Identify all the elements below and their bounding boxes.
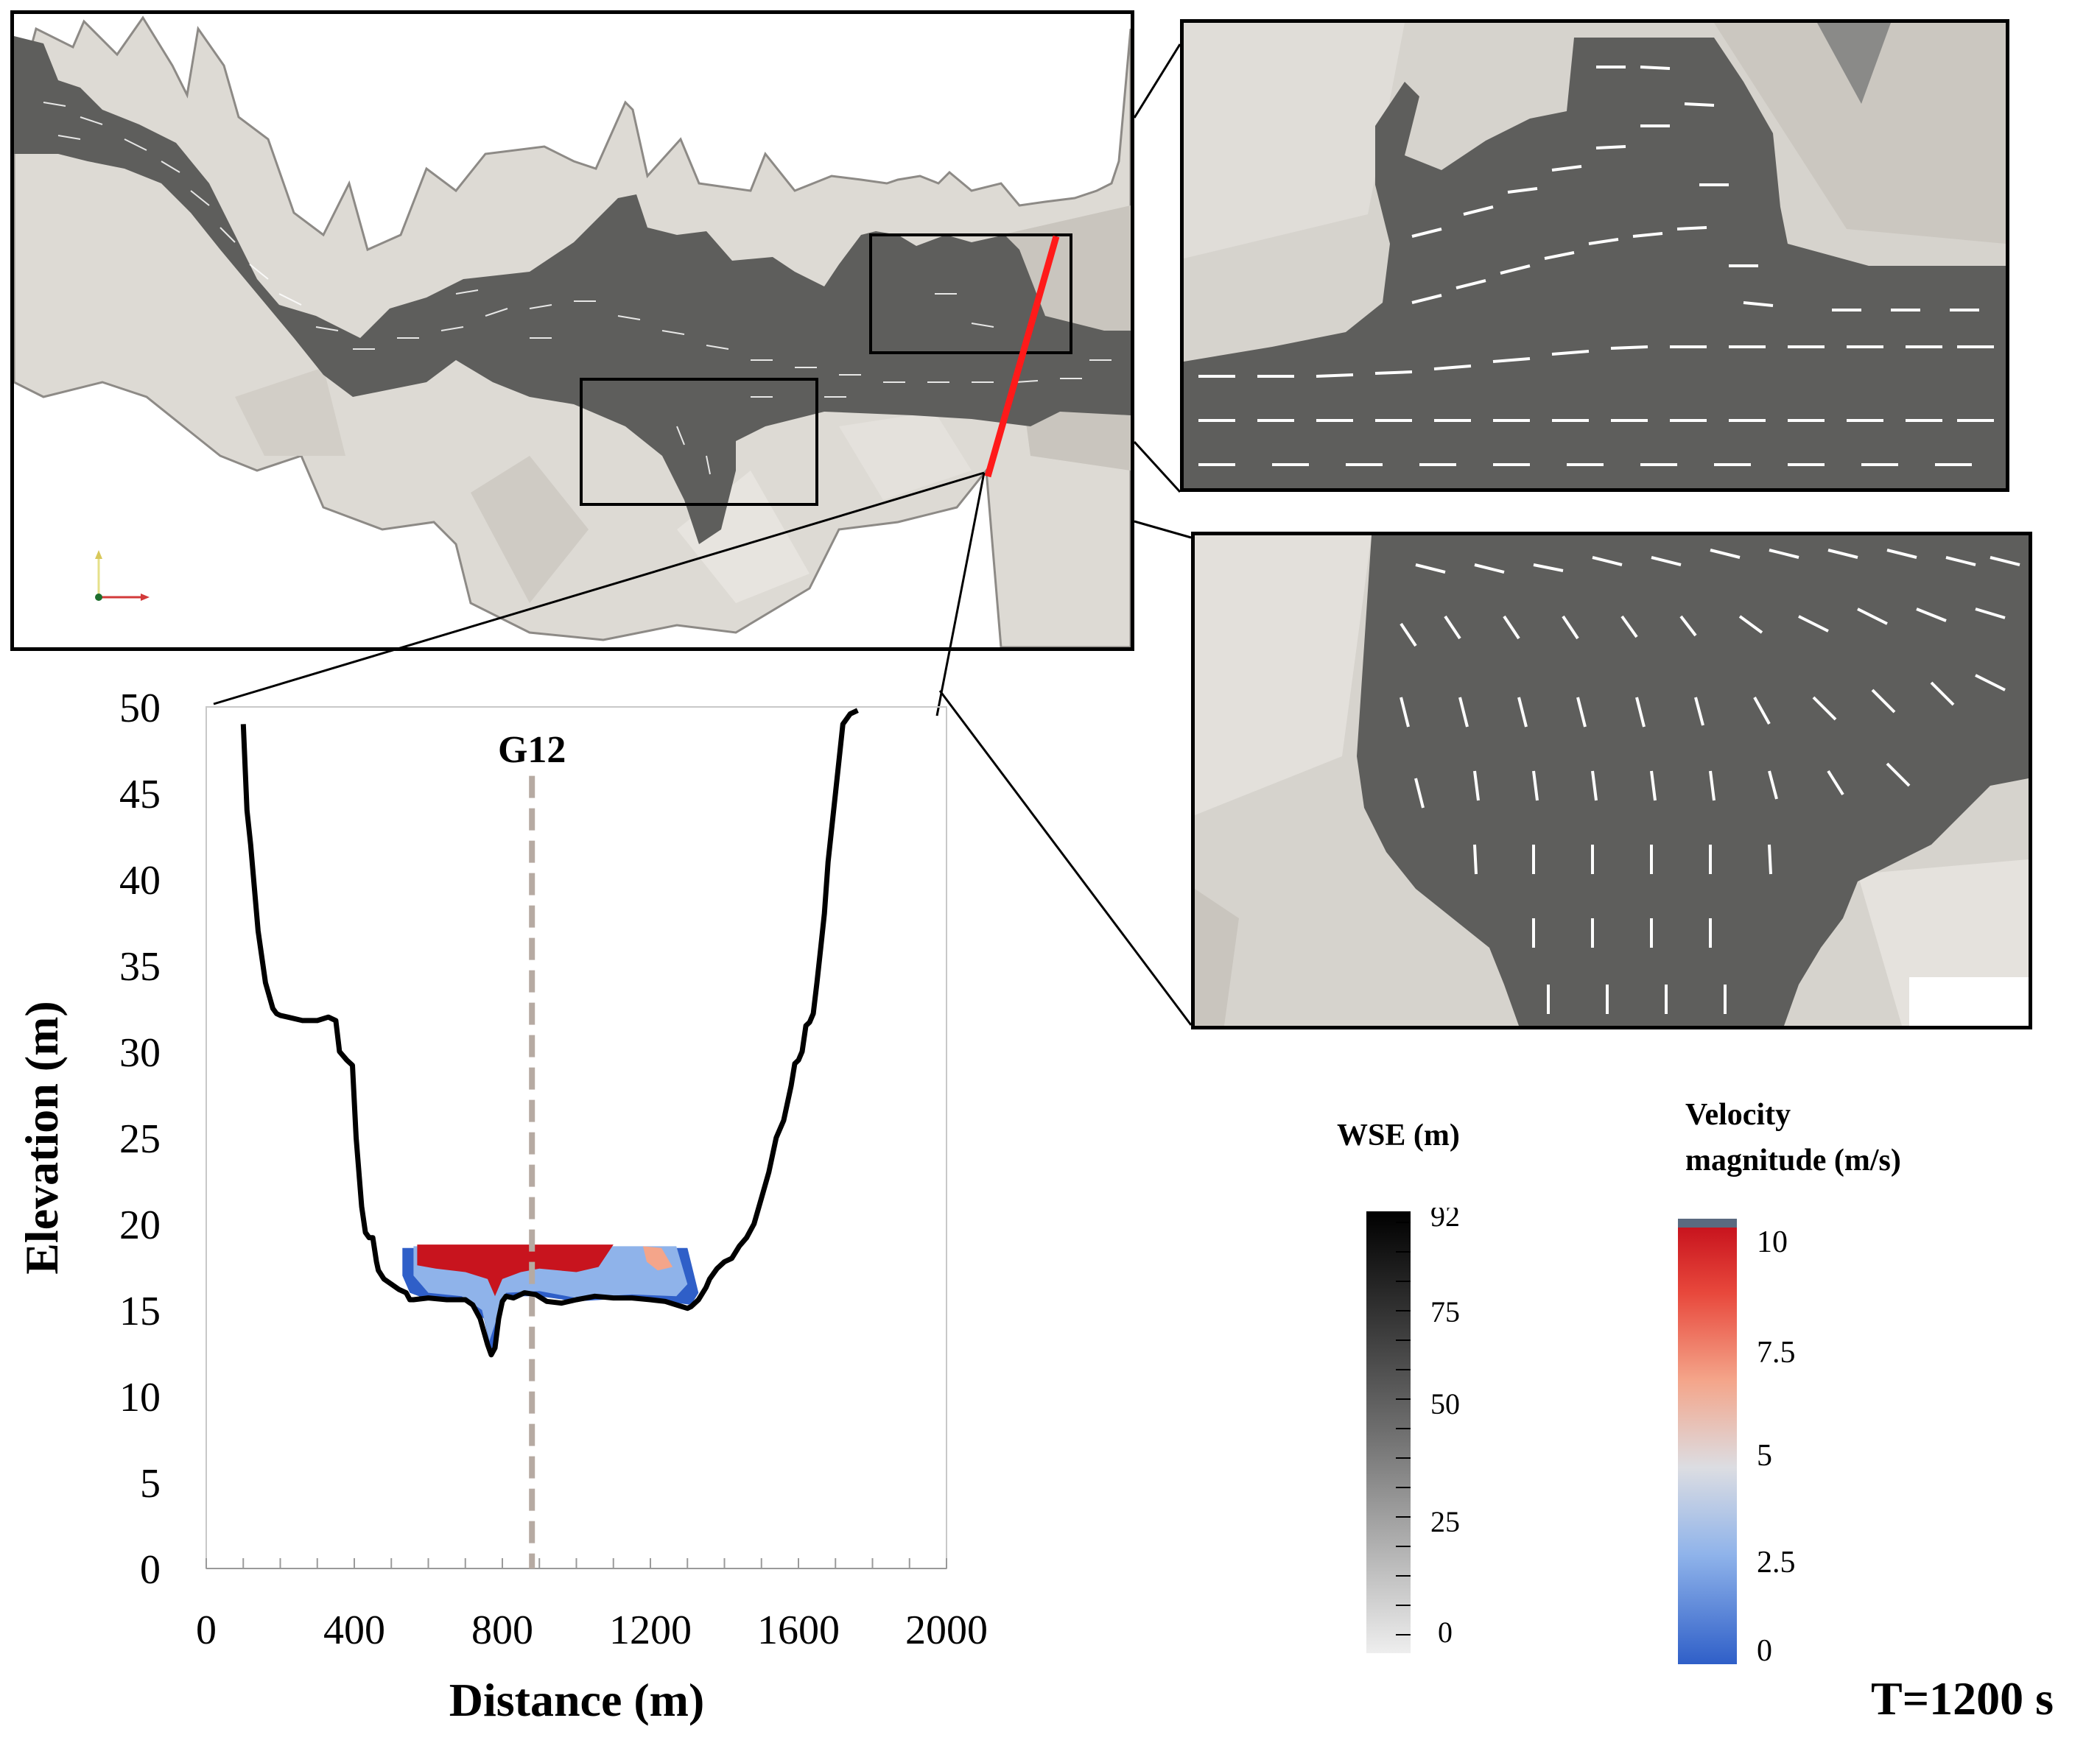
velocity-legend-title-1: Velocity [1685, 1098, 1791, 1132]
y-ticks: 0 5 10 15 20 25 30 35 40 45 50 [119, 686, 161, 1593]
time-label: T=1200 s [1871, 1672, 2054, 1725]
wse-tick-50: 50 [1430, 1387, 1460, 1420]
velocity-colorbar: 10 7.5 5 2.5 0 [1678, 1219, 1796, 1668]
y-tick-label-5: 25 [119, 1116, 161, 1162]
y-tick-label-8: 40 [119, 858, 161, 904]
y-tick-label-7: 35 [119, 944, 161, 990]
y-tick-label-0: 0 [140, 1547, 161, 1593]
zoom-view-upper [1184, 23, 2006, 488]
y-tick-label-4: 20 [119, 1203, 161, 1248]
river-channel [14, 36, 1131, 544]
velocity-arrows [43, 102, 1112, 475]
velocity-tick-10: 10 [1757, 1225, 1788, 1259]
y-tick-label-3: 15 [119, 1289, 161, 1334]
water-fast-region [417, 1244, 614, 1297]
overview-map [14, 14, 1131, 647]
x-tick-label-5: 2000 [905, 1608, 988, 1653]
water-velocity-fill [402, 1244, 699, 1352]
velocity-tick-7-5: 7.5 [1757, 1336, 1796, 1370]
plot-frame [206, 706, 947, 1569]
velocity-tick-0: 0 [1757, 1634, 1772, 1668]
x-tick-label-4: 1600 [757, 1608, 840, 1653]
y-tick-label-10: 50 [119, 686, 161, 731]
zoom-panel-lower [1191, 532, 2032, 1029]
velocity-tick-2-5: 2.5 [1757, 1546, 1796, 1580]
y-tick-label-6: 30 [119, 1030, 161, 1076]
x-ticks: 0 400 800 1200 1600 2000 [196, 1558, 988, 1653]
wse-tick-75: 75 [1430, 1295, 1460, 1328]
axes-triad-icon [95, 550, 150, 601]
zoom-box-upper [869, 233, 1072, 354]
velocity-legend-title-2: magnitude (m/s) [1685, 1144, 1901, 1177]
zoom-view-lower [1195, 535, 2029, 1026]
zoom-arrows-upper [1198, 66, 1994, 466]
gauge-label: G12 [498, 729, 566, 771]
zoom-arrows-lower [1400, 549, 2020, 1014]
zoom-channel-lower [1357, 535, 2029, 1026]
zoom-channel-upper [1184, 38, 2006, 488]
zoom-panel-upper [1180, 19, 2009, 492]
x-axis-label: Distance (m) [449, 1674, 705, 1726]
x-tick-label-0: 0 [196, 1608, 217, 1653]
zoom-box-lower [580, 378, 818, 506]
y-axis-label: Elevation (m) [15, 1001, 68, 1275]
water-warm-patch [642, 1246, 673, 1271]
y-tick-label-9: 45 [119, 772, 161, 817]
x-tick-label-2: 800 [471, 1608, 533, 1653]
x-tick-label-3: 1200 [609, 1608, 692, 1653]
wse-tick-0: 0 [1438, 1616, 1453, 1649]
cross-section-profile [240, 708, 859, 1358]
wse-colorbar: 92 75 50 25 0 [1366, 1208, 1460, 1653]
velocity-tick-5: 5 [1757, 1439, 1772, 1473]
y-tick-label-1: 5 [140, 1461, 161, 1507]
wse-legend-title: WSE (m) [1337, 1119, 1460, 1152]
cross-section-line [984, 235, 1060, 478]
wse-tick-25: 25 [1430, 1505, 1460, 1538]
y-tick-label-2: 10 [119, 1375, 161, 1420]
wse-tick-92: 92 [1430, 1208, 1460, 1233]
x-tick-label-1: 400 [323, 1608, 385, 1653]
overview-map-panel [10, 10, 1134, 651]
